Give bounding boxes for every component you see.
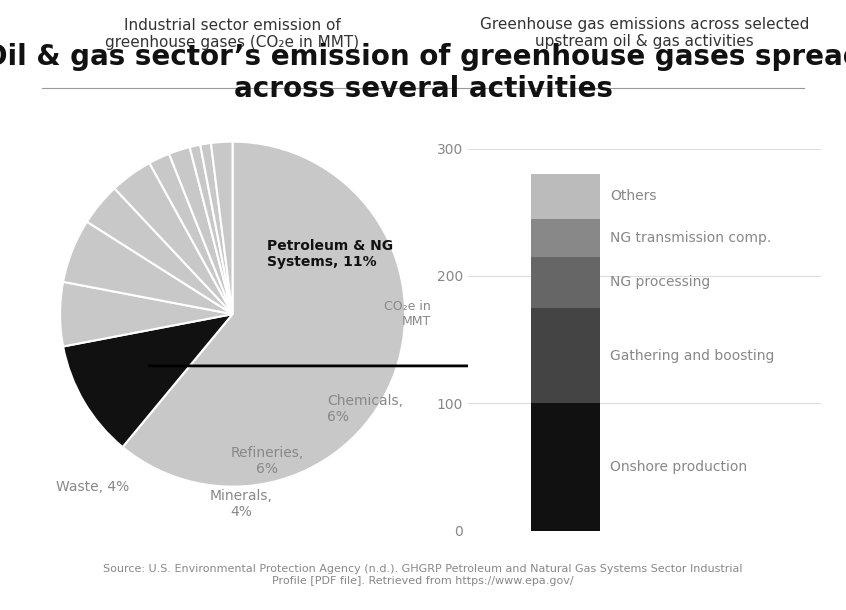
Y-axis label: CO₂e in
MMT: CO₂e in MMT: [384, 300, 431, 328]
Text: NG processing: NG processing: [610, 275, 710, 289]
Wedge shape: [87, 188, 233, 314]
Text: Minerals,
4%: Minerals, 4%: [210, 489, 272, 519]
Bar: [531, 218, 600, 257]
Bar: [531, 308, 600, 403]
Text: Oil & gas sector’s emission of greenhouse gases spread
across several activities: Oil & gas sector’s emission of greenhous…: [0, 43, 846, 103]
Wedge shape: [123, 142, 405, 487]
Text: Others: Others: [610, 189, 656, 203]
Text: Petroleum & NG
Systems, 11%: Petroleum & NG Systems, 11%: [267, 239, 393, 269]
Wedge shape: [63, 314, 233, 447]
Bar: [531, 403, 600, 531]
Bar: [531, 174, 600, 218]
Wedge shape: [150, 154, 233, 314]
Wedge shape: [63, 221, 233, 314]
Text: Onshore production: Onshore production: [610, 460, 747, 474]
Wedge shape: [169, 147, 233, 314]
Wedge shape: [114, 163, 233, 314]
Wedge shape: [211, 142, 233, 314]
Bar: [531, 257, 600, 308]
Text: Waste, 4%: Waste, 4%: [56, 479, 129, 493]
Text: Source: U.S. Environmental Protection Agency (n.d.). GHGRP Petroleum and Natural: Source: U.S. Environmental Protection Ag…: [103, 564, 743, 586]
Text: Refineries,
6%: Refineries, 6%: [230, 446, 304, 476]
Wedge shape: [60, 282, 233, 346]
Text: Gathering and boosting: Gathering and boosting: [610, 348, 774, 362]
Title: Greenhouse gas emissions across selected
upstream oil & gas activities: Greenhouse gas emissions across selected…: [480, 17, 809, 49]
Wedge shape: [190, 145, 233, 314]
Text: Chemicals,
6%: Chemicals, 6%: [327, 394, 404, 424]
Wedge shape: [201, 143, 233, 314]
Title: Industrial sector emission of
greenhouse gases (CO₂e in MMT): Industrial sector emission of greenhouse…: [106, 18, 360, 51]
Text: NG transmission comp.: NG transmission comp.: [610, 231, 772, 245]
